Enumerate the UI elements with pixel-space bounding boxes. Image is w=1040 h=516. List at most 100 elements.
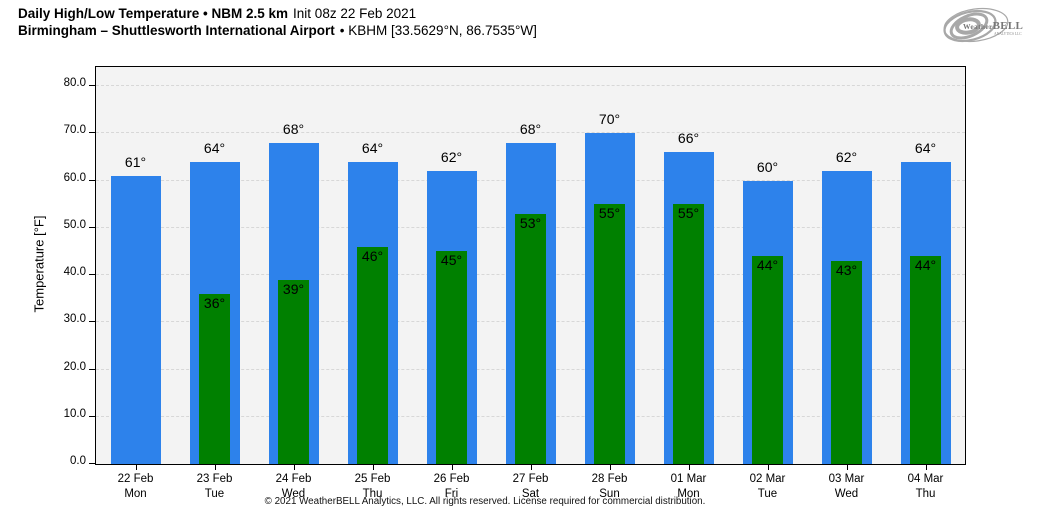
station-name: Birmingham – Shuttlesworth International…	[18, 23, 335, 38]
gridline	[96, 85, 965, 86]
y-tick-label: 20.0	[63, 360, 86, 373]
plot-area: 0.0 10.0 20.0 30.0 40.0 50.0 60.0 70.0 80.0 61° 22…	[64, 66, 966, 500]
high-bar-label: 64°	[914, 139, 937, 156]
low-bar	[199, 293, 230, 464]
footer-copyright: © 2021 WeatherBELL Analytics, LLC. All r…	[264, 496, 706, 507]
x-tick-date: 26 Feb	[433, 473, 470, 485]
low-bar	[831, 260, 862, 464]
x-tick-date: 02 Mar	[749, 473, 786, 485]
x-tick-label: 22 Feb Mon	[96, 472, 176, 501]
y-tick-mark	[89, 226, 95, 228]
y-tick-mark	[89, 274, 95, 275]
x-tick-date: 23 Feb	[196, 473, 233, 485]
low-bar	[910, 256, 941, 464]
x-tick-date: 04 Mar	[907, 473, 944, 485]
high-bar-label: 68°	[282, 120, 305, 137]
x-tick-day: Wed	[834, 487, 859, 500]
x-tick-date: 22 Feb	[117, 473, 154, 485]
y-tick-mark	[89, 179, 95, 181]
x-tick-label: 01 Mar Mon	[649, 472, 729, 501]
x-tick-date: 01 Mar	[670, 473, 707, 485]
y-tick-label: 40.0	[63, 266, 86, 278]
x-tick-mark	[135, 465, 137, 470]
title-block: Daily High/Low Temperature • NBM 2.5 km I…	[18, 5, 537, 39]
y-tick-label: 50.0	[63, 218, 86, 231]
x-tick-day: Sat	[521, 487, 540, 500]
low-bar	[752, 256, 783, 464]
x-tick-mark	[846, 465, 848, 470]
x-tick-day: Thu	[915, 487, 936, 500]
x-tick-mark	[688, 465, 690, 470]
y-tick-label: 70.0	[63, 124, 86, 137]
x-tick-date: 27 Feb	[512, 473, 549, 485]
x-tick-mark	[214, 465, 216, 470]
page-title: Daily High/Low Temperature • NBM 2.5 km I…	[18, 5, 537, 22]
x-tick-label: 26 Feb Fri	[412, 472, 492, 501]
x-tick-mark	[767, 465, 769, 470]
y-tick-mark	[89, 415, 95, 417]
x-tick-mark	[609, 465, 611, 470]
low-bar	[515, 213, 546, 464]
high-bar-label: 64°	[361, 139, 384, 156]
title-main: Daily High/Low Temperature • NBM 2.5 km	[18, 6, 289, 21]
high-bar-label: 61°	[124, 153, 147, 170]
y-tick-mark	[89, 85, 95, 86]
x-tick-label: 27 Feb Sat	[491, 472, 571, 501]
low-bar-label: 36°	[203, 294, 226, 311]
high-bar-label: 62°	[440, 149, 463, 166]
high-bar-label: 66°	[677, 130, 700, 147]
y-tick-label: 10.0	[63, 407, 86, 420]
low-bar-label: 55°	[677, 205, 700, 222]
x-tick-day: Mon	[124, 487, 147, 500]
page-subtitle: Birmingham – Shuttlesworth International…	[18, 22, 537, 39]
logo-sub-text: ANALYTICS LLC	[994, 32, 1022, 36]
low-bar-label: 43°	[835, 261, 858, 278]
low-bar-label: 46°	[361, 247, 384, 264]
x-tick-label: 03 Mar Wed	[807, 472, 887, 501]
low-bar-label: 44°	[914, 257, 937, 274]
high-bar	[110, 175, 161, 464]
high-bar-label: 60°	[756, 158, 779, 175]
x-tick-day: Wed	[281, 487, 306, 500]
low-bar	[594, 204, 625, 464]
low-bar	[436, 251, 467, 464]
x-tick-day: Mon	[677, 487, 700, 500]
x-tick-mark	[293, 465, 295, 470]
x-tick-day: Sun	[599, 487, 620, 500]
station-meta: • KBHM [33.5629°N, 86.7535°W]	[339, 23, 537, 38]
x-tick-date: 25 Feb	[354, 473, 391, 485]
x-tick-mark	[451, 465, 453, 470]
x-tick-label: 04 Mar Thu	[886, 472, 966, 501]
low-bar-label: 39°	[282, 280, 305, 297]
low-bar-label: 44°	[756, 257, 779, 274]
x-tick-label: 25 Feb Thu	[333, 472, 413, 501]
y-tick-label: 60.0	[63, 171, 86, 184]
y-tick-mark	[89, 368, 95, 370]
x-tick-day: Tue	[204, 487, 225, 500]
low-bar	[278, 279, 309, 464]
low-bar	[673, 204, 704, 464]
x-tick-day: Thu	[362, 487, 383, 500]
low-bar	[357, 246, 388, 464]
y-tick-label: 30.0	[63, 313, 86, 326]
x-tick-label: 23 Feb Tue	[175, 472, 255, 501]
x-tick-date: 24 Feb	[275, 473, 312, 485]
x-tick-label: 02 Mar Tue	[728, 472, 808, 501]
x-tick-day: Tue	[757, 487, 778, 500]
high-bar-label: 64°	[203, 139, 226, 156]
high-bar-label: 70°	[598, 111, 621, 128]
x-tick-date: 03 Mar	[828, 473, 865, 485]
hurricane-swirl-icon	[943, 7, 1009, 43]
x-tick-mark	[372, 465, 374, 470]
low-bar-label: 45°	[440, 252, 463, 269]
gridline	[96, 132, 965, 134]
logo-brand-text: WeatherBELL	[963, 20, 1023, 32]
x-tick-mark	[530, 465, 532, 470]
y-tick-mark	[89, 132, 95, 134]
y-tick-mark	[89, 463, 95, 464]
y-tick-label: 80.0	[63, 77, 86, 89]
high-bar-label: 68°	[519, 120, 542, 137]
low-bar-label: 55°	[598, 205, 621, 222]
y-tick-label: 0.0	[70, 455, 86, 467]
